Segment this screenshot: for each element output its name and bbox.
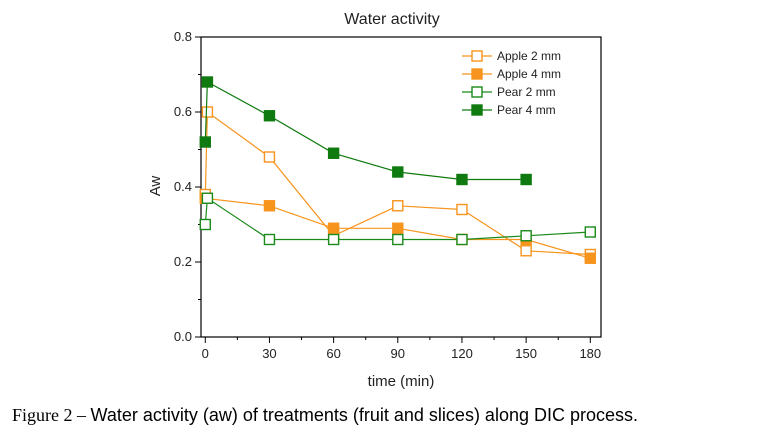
series-line-pear-2-mm	[204, 197, 591, 241]
y-tick-label: 0.2	[174, 254, 192, 269]
legend-label-apple-4-mm: Apple 4 mm	[497, 67, 561, 81]
data-point-pear-2-mm	[201, 192, 214, 204]
y-tick-label: 0.0	[174, 329, 192, 344]
caption-text: Water activity (aw) of treatments (fruit…	[90, 405, 639, 425]
data-point-pear-2-mm	[327, 233, 340, 246]
data-point-apple-2-mm	[263, 151, 276, 163]
x-tick-label: 0	[202, 346, 209, 361]
data-point-pear-2-mm	[199, 218, 211, 231]
plot-area-frame	[200, 36, 602, 338]
data-point-pear-2-mm	[584, 226, 597, 238]
x-tick-label: 90	[391, 346, 405, 361]
data-point-apple-4-mm	[584, 252, 597, 264]
series-line-apple-2-mm	[204, 110, 591, 256]
legend-label-apple-2-mm: Apple 2 mm	[497, 49, 561, 63]
legend-marker-apple-2-mm	[471, 50, 483, 62]
x-tick-label: 150	[515, 346, 537, 361]
data-point-apple-4-mm	[327, 222, 340, 234]
y-tick-label: 0.4	[174, 179, 192, 194]
legend-label-pear-4-mm: Pear 4 mm	[497, 103, 556, 117]
data-point-apple-2-mm	[520, 245, 532, 257]
chart-title: Water activity	[344, 11, 439, 28]
data-point-pear-4-mm	[263, 110, 276, 122]
figure-caption: Figure 2 – Water activity (aw) of treatm…	[12, 405, 772, 426]
data-point-pear-2-mm	[456, 233, 468, 246]
x-axis-title: time (min)	[368, 373, 435, 390]
data-point-pear-2-mm	[392, 233, 404, 246]
caption-label: Figure 2 –	[12, 405, 91, 425]
water-activity-chart: 0 30 60 90 120 150 180 0.0 0.2 0.4 0.6 0.8 Apple 2…	[147, 11, 602, 390]
y-tick-label: 0.6	[174, 104, 192, 119]
legend-label-pear-2-mm: Pear 2 mm	[497, 85, 556, 99]
data-point-pear-4-mm	[201, 76, 214, 88]
legend-marker-pear-2-mm	[471, 86, 483, 98]
data-point-pear-4-mm	[392, 166, 404, 178]
x-tick-label: 60	[326, 346, 340, 361]
data-point-apple-2-mm	[456, 203, 468, 216]
legend-marker-pear-4-mm	[471, 104, 483, 116]
data-point-apple-4-mm	[263, 200, 276, 212]
x-tick-label: 120	[451, 346, 473, 361]
data-point-pear-2-mm	[520, 230, 532, 242]
data-point-pear-2-mm	[263, 233, 276, 246]
data-point-pear-4-mm	[199, 136, 211, 148]
data-point-apple-2-mm	[392, 200, 404, 212]
x-tick-label: 30	[262, 346, 276, 361]
data-point-apple-2-mm	[201, 106, 214, 118]
y-axis-title: Aw	[147, 176, 164, 197]
data-point-apple-4-mm	[392, 222, 404, 234]
data-point-pear-4-mm	[520, 173, 532, 186]
y-tick-label: 0.8	[174, 29, 192, 44]
data-point-pear-4-mm	[456, 173, 468, 186]
data-point-pear-4-mm	[327, 147, 340, 159]
legend-marker-apple-4-mm	[471, 68, 483, 80]
x-tick-label: 180	[579, 346, 601, 361]
